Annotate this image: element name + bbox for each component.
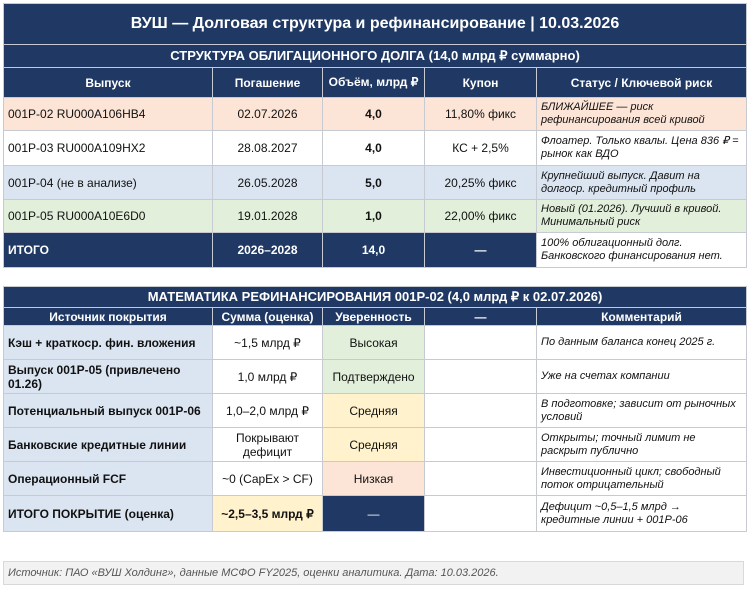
table-row: Потенциальный выпуск 001Р-06 1,0–2,0 млр… — [3, 393, 748, 428]
empty-cell — [424, 495, 537, 532]
col-volume-header: Объём, млрд ₽ — [322, 67, 425, 98]
amount-cell: ~1,5 млрд ₽ — [212, 325, 323, 360]
table-row: Выпуск 001Р-05 (привлечено 01.26) 1,0 мл… — [3, 359, 748, 394]
coupon-cell: 20,25% фикс — [424, 165, 537, 200]
refi-section-title: МАТЕМАТИКА РЕФИНАНСИРОВАНИЯ 001Р-02 (4,0… — [2, 286, 748, 308]
debt-table: ВУШ — Долговая структура и рефинансирова… — [2, 3, 748, 532]
confidence-cell: Высокая — [322, 325, 425, 360]
total-status: 100% облигационный долг. Банковского фин… — [535, 232, 748, 268]
col-confidence-header: Уверенность — [322, 307, 425, 326]
col-source-header: Источник покрытия — [3, 307, 213, 326]
amount-cell: 1,0–2,0 млрд ₽ — [212, 393, 323, 428]
col-maturity-header: Погашение — [212, 67, 323, 98]
table-row: 001Р-02 RU000A106HB4 02.07.2026 4,0 11,8… — [3, 97, 748, 131]
total-confidence: — — [322, 495, 425, 532]
source-cell: Операционный FCF — [3, 461, 213, 496]
structure-section-title: СТРУКТУРА ОБЛИГАЦИОННОГО ДОЛГА (14,0 млр… — [2, 44, 748, 68]
volume-cell: 4,0 — [322, 130, 425, 166]
confidence-cell: Низкая — [322, 461, 425, 496]
coupon-cell: КС + 2,5% — [424, 130, 537, 166]
maturity-cell: 26.05.2028 — [212, 165, 323, 200]
col-status-header: Статус / Ключевой риск — [535, 67, 748, 98]
empty-cell — [424, 461, 537, 496]
comment-cell: По данным баланса конец 2025 г. — [535, 325, 748, 360]
table-row: Операционный FCF ~0 (CapEx > CF) Низкая … — [3, 461, 748, 496]
total-comment: Дефицит ~0,5–1,5 млрд → кредитные линии … — [535, 495, 748, 532]
source-cell: Кэш + краткоср. фин. вложения — [3, 325, 213, 360]
table-row: 001Р-04 (не в анализе) 26.05.2028 5,0 20… — [3, 165, 748, 200]
total-row: ИТОГО 2026–2028 14,0 — 100% облигационны… — [3, 232, 748, 268]
status-cell: БЛИЖАЙШЕЕ — риск рефинансирования всей к… — [535, 97, 748, 131]
coupon-cell: 11,80% фикс — [424, 97, 537, 131]
total-label: ИТОГО — [3, 232, 213, 268]
issue-cell: 001Р-04 (не в анализе) — [3, 165, 213, 200]
volume-cell: 5,0 — [322, 165, 425, 200]
source-cell: Банковские кредитные линии — [3, 427, 213, 462]
comment-cell: Инвестиционный цикл; свободный поток отр… — [535, 461, 748, 496]
total-coupon: — — [424, 232, 537, 268]
total-maturity: 2026–2028 — [212, 232, 323, 268]
empty-cell — [424, 393, 537, 428]
issue-cell: 001Р-02 RU000A106HB4 — [3, 97, 213, 131]
source-cell: Потенциальный выпуск 001Р-06 — [3, 393, 213, 428]
coupon-cell: 22,00% фикс — [424, 199, 537, 233]
source-cell: Выпуск 001Р-05 (привлечено 01.26) — [3, 359, 213, 394]
volume-cell: 4,0 — [322, 97, 425, 131]
table-row: Банковские кредитные линии Покрывают деф… — [3, 427, 748, 462]
empty-cell — [424, 427, 537, 462]
confidence-cell: Средняя — [322, 427, 425, 462]
issue-cell: 001Р-03 RU000A109HX2 — [3, 130, 213, 166]
table-row: 001Р-05 RU000A10E6D0 19.01.2028 1,0 22,0… — [3, 199, 748, 233]
empty-cell — [424, 359, 537, 394]
page-title: ВУШ — Долговая структура и рефинансирова… — [2, 3, 748, 45]
total-amount: ~2,5–3,5 млрд ₽ — [212, 495, 323, 532]
issue-cell: 001Р-05 RU000A10E6D0 — [3, 199, 213, 233]
comment-cell: Уже на счетах компании — [535, 359, 748, 394]
confidence-cell: Подтверждено — [322, 359, 425, 394]
confidence-cell: Средняя — [322, 393, 425, 428]
col-amount-header: Сумма (оценка) — [212, 307, 323, 326]
total-source: ИТОГО ПОКРЫТИЕ (оценка) — [3, 495, 213, 532]
status-cell: Крупнейший выпуск. Давит на долгоср. кре… — [535, 165, 748, 200]
col-coupon-header: Купон — [424, 67, 537, 98]
table-row: 001Р-03 RU000A109HX2 28.08.2027 4,0 КС +… — [3, 130, 748, 166]
amount-cell: 1,0 млрд ₽ — [212, 359, 323, 394]
col-dash-header: — — [424, 307, 537, 326]
total-volume: 14,0 — [322, 232, 425, 268]
maturity-cell: 19.01.2028 — [212, 199, 323, 233]
status-cell: Новый (01.2026). Лучший в кривой. Минима… — [535, 199, 748, 233]
comment-cell: Открыты; точный лимит не раскрыт публичн… — [535, 427, 748, 462]
total-row: ИТОГО ПОКРЫТИЕ (оценка) ~2,5–3,5 млрд ₽ … — [3, 495, 748, 532]
maturity-cell: 02.07.2026 — [212, 97, 323, 131]
amount-cell: ~0 (CapEx > CF) — [212, 461, 323, 496]
col-comment-header: Комментарий — [535, 307, 748, 326]
source-footnote: Источник: ПАО «ВУШ Холдинг», данные МСФО… — [3, 561, 744, 585]
table-row: Кэш + краткоср. фин. вложения ~1,5 млрд … — [3, 325, 748, 360]
maturity-cell: 28.08.2027 — [212, 130, 323, 166]
volume-cell: 1,0 — [322, 199, 425, 233]
comment-cell: В подготовке; зависит от рыночных услови… — [535, 393, 748, 428]
amount-cell: Покрывают дефицит — [212, 427, 323, 462]
empty-cell — [424, 325, 537, 360]
col-issue-header: Выпуск — [3, 67, 213, 98]
status-cell: Флоатер. Только квалы. Цена 836 ₽ = рыно… — [535, 130, 748, 166]
